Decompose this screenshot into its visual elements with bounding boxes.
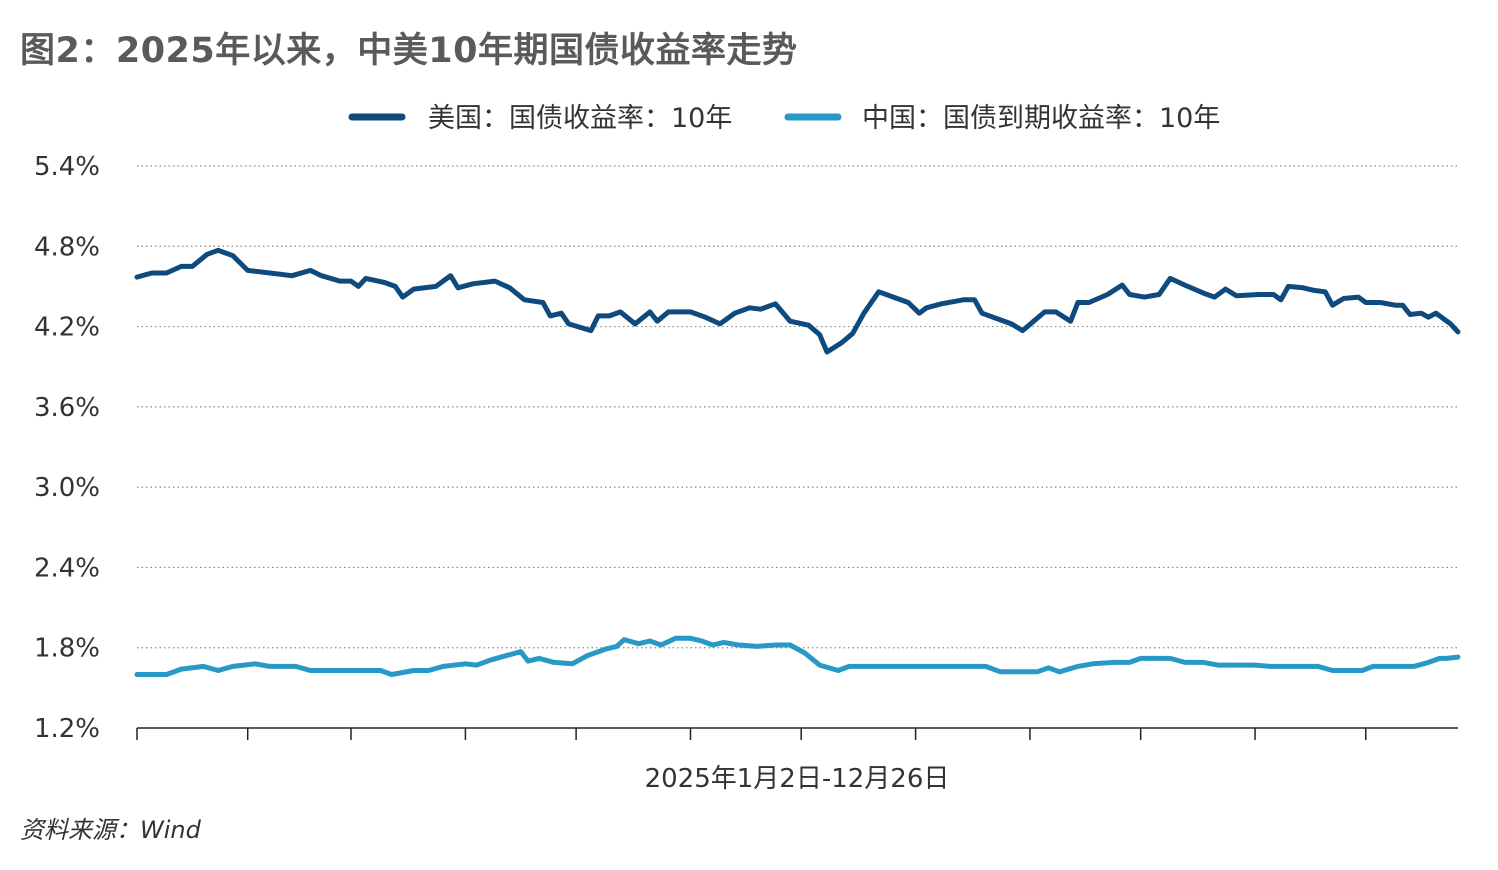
grid-lines — [137, 165, 1458, 649]
source-note: 资料来源：Wind — [20, 816, 201, 844]
x-axis — [136, 727, 1458, 740]
y-tick-label: 5.4% — [34, 152, 100, 182]
y-tick-label: 1.2% — [34, 714, 100, 744]
series-line-cn — [134, 635, 1461, 677]
y-tick-label: 4.2% — [34, 313, 100, 343]
chart-title: 图2：2025年以来，中美10年期国债收益率走势 — [20, 31, 798, 71]
y-tick-label: 3.0% — [34, 473, 100, 503]
legend-label: 美国：国债收益率：10年 — [428, 103, 732, 134]
series-line-us — [134, 247, 1461, 355]
y-tick-label: 1.8% — [34, 634, 100, 664]
line-chart: 美国：国债收益率：10年 中国：国债到期收益率：10年 5.4% 4.8% 4.2% 3… — [34, 103, 1461, 794]
y-tick-label: 2.4% — [34, 553, 100, 583]
y-tick-label: 3.6% — [34, 393, 100, 423]
y-axis-ticks: 5.4% 4.8% 4.2% 3.6% 3.0% 2.4% 1.8% 1.2% — [34, 152, 100, 744]
x-axis-label: 2025年1月2日-12月26日 — [645, 764, 950, 794]
y-tick-label: 4.8% — [34, 232, 100, 262]
series-layer — [134, 247, 1461, 677]
legend-label: 中国：国债到期收益率：10年 — [862, 103, 1220, 134]
legend: 美国：国债收益率：10年 中国：国债到期收益率：10年 — [348, 103, 1220, 134]
